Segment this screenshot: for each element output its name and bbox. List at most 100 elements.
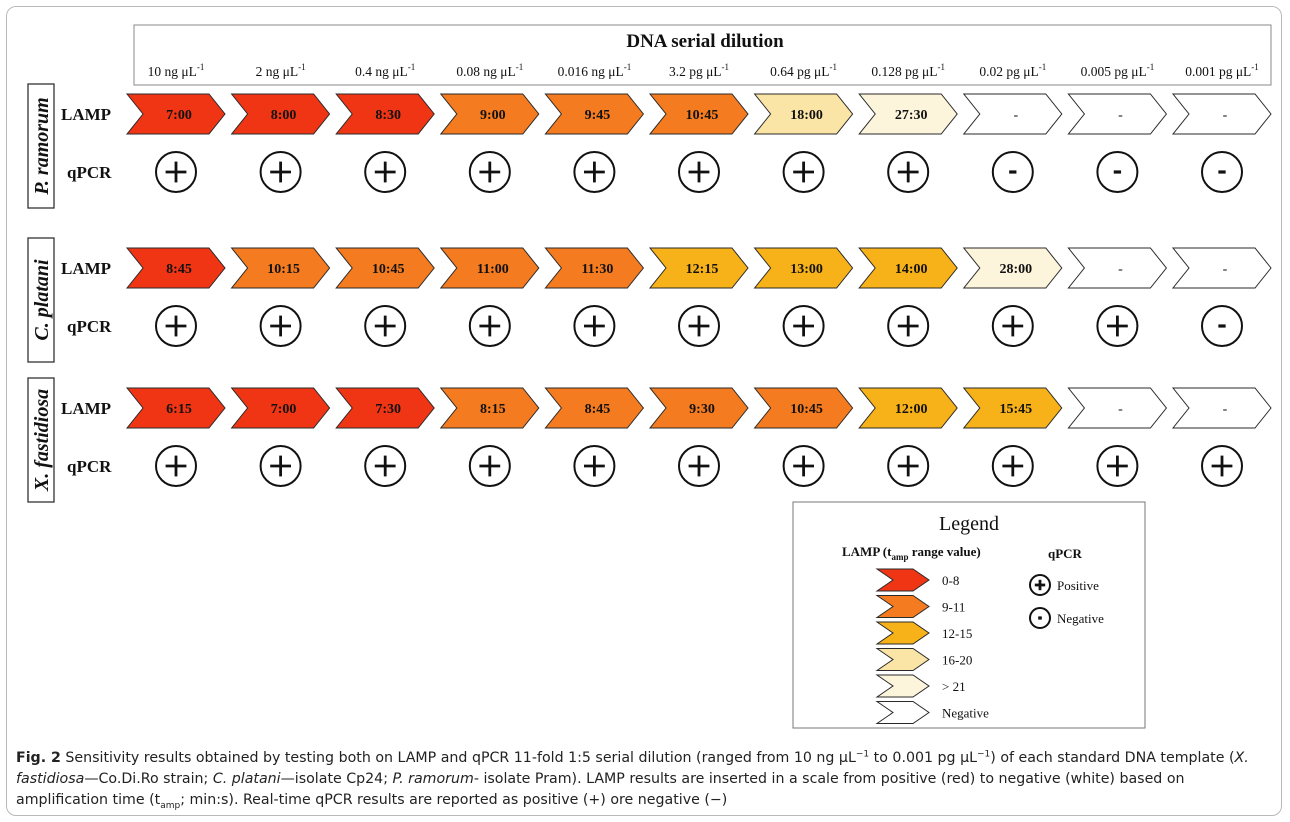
- legend-qpcr-label: Positive: [1057, 578, 1099, 593]
- qpcr-positive: [887, 445, 930, 487]
- caption-text-7: ; min:s). Real-time qPCR results are rep…: [180, 792, 728, 808]
- legend-chevron: [875, 674, 930, 698]
- organism-block: P. ramorum LAMP qPCR 7:00 8:00 8:30 9:00 9:45 10…: [27, 83, 1272, 209]
- lamp-chevron: [230, 93, 331, 135]
- sensitivity-figure: DNA serial dilution 10 ng μL-1 2 ng μL-1 0.…: [27, 24, 1272, 729]
- lamp-chevron: [753, 93, 854, 135]
- lamp-time: 7:30: [375, 402, 401, 417]
- qpcr-positive: [782, 305, 825, 347]
- legend-lamp-label: Negative: [942, 706, 989, 721]
- qpcr-positive: [678, 151, 720, 193]
- qpcr-positive: [468, 151, 511, 193]
- organism-block: C. platani LAMP qPCR 8:45 10:15 10:45 11:00 11:…: [27, 237, 1272, 363]
- lamp-time: 11:00: [477, 262, 509, 277]
- lamp-time: 10:45: [372, 262, 405, 277]
- lamp-chevron: [230, 387, 331, 429]
- qpcr-positive: [155, 305, 197, 347]
- lamp-chevron: [858, 387, 958, 429]
- lamp-time: -: [1223, 262, 1228, 277]
- qpcr-positive: [468, 445, 511, 487]
- lamp-time: 9:30: [689, 402, 715, 417]
- lamp-chevron: [335, 93, 435, 135]
- lamp-time: 13:00: [790, 262, 823, 277]
- qpcr-positive: [1096, 445, 1139, 487]
- legend-title: Legend: [939, 513, 999, 535]
- species-label-box: [27, 83, 55, 209]
- lamp-time: 15:45: [999, 402, 1032, 417]
- caption-text-4: —Co.Di.Ro strain;: [84, 771, 213, 787]
- lamp-chevron: [962, 93, 1063, 135]
- lamp-row-label: LAMP: [61, 399, 111, 418]
- lamp-time: 8:45: [166, 262, 192, 277]
- lamp-chevron: [753, 247, 854, 289]
- lamp-chevron: [1171, 387, 1272, 429]
- lamp-chevron: [648, 93, 749, 135]
- lamp-chevron: [125, 387, 226, 429]
- legend-negative-icon: [1029, 607, 1051, 629]
- dilution-label: 0.64 pg μL-1: [770, 62, 837, 79]
- lamp-time: 10:15: [267, 262, 300, 277]
- lamp-chevron: [125, 93, 226, 135]
- lamp-time: 18:00: [790, 108, 823, 123]
- lamp-chevron: [544, 387, 645, 429]
- lamp-time: -: [1223, 402, 1228, 417]
- qpcr-negative: [1201, 151, 1243, 193]
- qpcr-negative: [1201, 305, 1243, 347]
- qpcr-positive: [678, 305, 720, 347]
- legend-qpcr-label: Negative: [1057, 611, 1104, 626]
- lamp-time: 8:15: [480, 402, 506, 417]
- legend-lamp-label: 12-15: [942, 626, 972, 641]
- dilution-header-title: DNA serial dilution: [626, 31, 784, 52]
- species-label-box: [27, 377, 55, 503]
- caption-text-3: ) of each standard DNA template (: [990, 750, 1235, 766]
- species-label: C. platani: [31, 259, 53, 341]
- lamp-chevron: [1067, 387, 1168, 429]
- caption-species-p: P. ramorum: [392, 771, 474, 787]
- legend-chevron: [875, 621, 930, 645]
- dilution-label: 0.08 ng μL-1: [456, 62, 523, 79]
- qpcr-positive: [573, 151, 616, 193]
- dilution-label: 2 ng μL-1: [256, 62, 306, 79]
- qpcr-positive: [364, 151, 407, 193]
- qpcr-row-label: qPCR: [67, 163, 112, 182]
- legend-chevron: [875, 568, 930, 592]
- qpcr-positive: [678, 445, 720, 487]
- dilution-header-box: [133, 24, 1272, 86]
- dilution-label: 0.005 pg μL-1: [1081, 62, 1155, 79]
- qpcr-positive: [259, 151, 302, 193]
- lamp-chevron: [1067, 93, 1168, 135]
- lamp-time: 11:30: [581, 262, 613, 277]
- legend-lamp-label: 9-11: [942, 600, 965, 615]
- lamp-time: 9:45: [585, 108, 611, 123]
- legend-chevron: [875, 701, 930, 724]
- lamp-chevron: [1067, 247, 1168, 289]
- lamp-time: 8:30: [375, 108, 401, 123]
- dilution-label: 0.016 ng μL-1: [558, 62, 632, 79]
- qpcr-positive: [782, 151, 825, 193]
- qpcr-positive: [573, 445, 616, 487]
- dilution-label: 3.2 pg μL-1: [669, 62, 729, 79]
- lamp-chevron: [544, 93, 645, 135]
- dilution-label: 10 ng μL-1: [148, 62, 205, 79]
- caption-sup-1: −1: [855, 749, 870, 760]
- caption-species-c: C. platani: [212, 771, 281, 787]
- species-label-box: [27, 237, 55, 363]
- lamp-chevron: [648, 247, 749, 289]
- lamp-time: 10:45: [686, 108, 719, 123]
- qpcr-positive: [364, 305, 407, 347]
- qpcr-positive: [468, 305, 511, 347]
- dilution-label: 0.4 ng μL-1: [355, 62, 415, 79]
- lamp-time: 12:00: [895, 402, 928, 417]
- lamp-time: -: [1013, 108, 1018, 123]
- qpcr-positive: [155, 445, 197, 487]
- lamp-time: -: [1118, 402, 1123, 417]
- legend-chevron: [875, 595, 930, 618]
- lamp-time: -: [1223, 108, 1228, 123]
- legend: Legend LAMP (tamp range value) 0-8 9-11 12-1…: [792, 501, 1146, 729]
- organism-block: X. fastidiosa LAMP qPCR 6:15 7:00 7:30 8:15 8:4…: [27, 377, 1272, 503]
- caption-species-x: X. fastidiosa: [16, 750, 1249, 787]
- dilution-label: 0.001 pg μL-1: [1185, 62, 1259, 79]
- species-label: X. fastidiosa: [31, 389, 53, 492]
- qpcr-positive: [782, 445, 825, 487]
- lamp-time: 9:00: [480, 108, 506, 123]
